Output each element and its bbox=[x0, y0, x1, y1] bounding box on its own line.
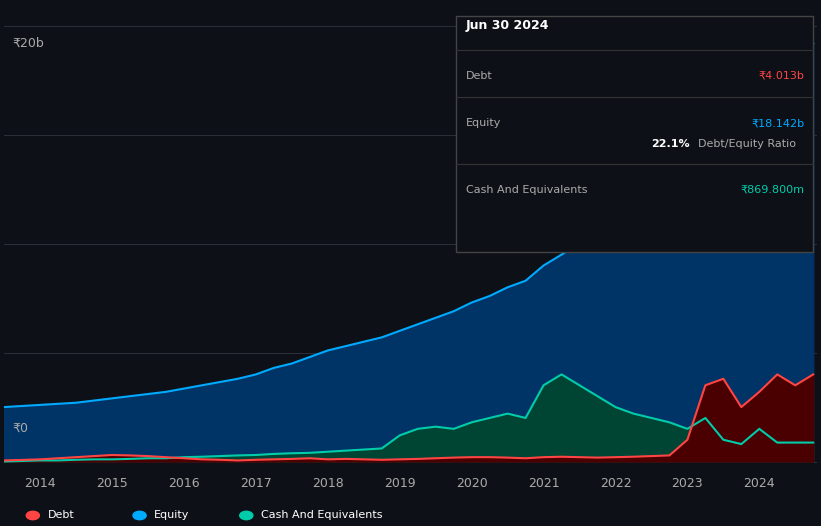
Text: Equity: Equity bbox=[154, 510, 190, 521]
Text: Cash And Equivalents: Cash And Equivalents bbox=[466, 185, 587, 195]
Text: Debt: Debt bbox=[466, 71, 493, 81]
Text: 22.1%: 22.1% bbox=[651, 139, 690, 149]
Text: ₹4.013b: ₹4.013b bbox=[759, 71, 805, 81]
Text: Cash And Equivalents: Cash And Equivalents bbox=[261, 510, 383, 521]
Text: Debt: Debt bbox=[48, 510, 75, 521]
Text: ₹18.142b: ₹18.142b bbox=[751, 118, 805, 128]
Text: ₹869.800m: ₹869.800m bbox=[741, 185, 805, 195]
Text: Debt/Equity Ratio: Debt/Equity Ratio bbox=[698, 139, 796, 149]
Text: Equity: Equity bbox=[466, 118, 501, 128]
Text: Jun 30 2024: Jun 30 2024 bbox=[466, 19, 549, 32]
Text: ₹0: ₹0 bbox=[12, 422, 28, 435]
Text: ₹20b: ₹20b bbox=[12, 37, 44, 50]
